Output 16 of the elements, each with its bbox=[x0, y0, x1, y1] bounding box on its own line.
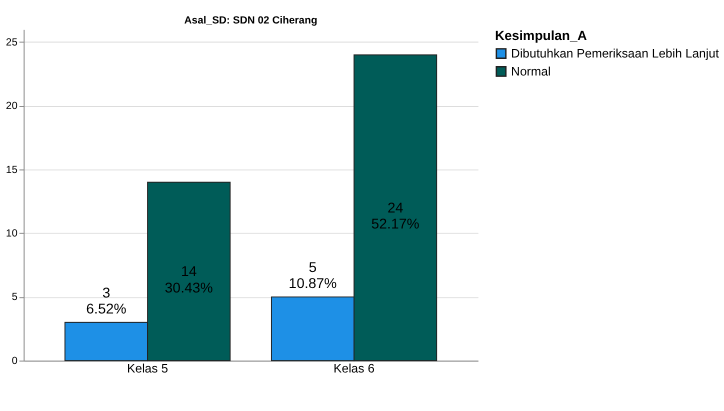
legend-label: Dibutuhkan Pemeriksaan Lebih Lanjut bbox=[511, 46, 720, 60]
y-tick-label: 25 bbox=[6, 37, 18, 48]
y-tick-label: 5 bbox=[12, 292, 18, 304]
y-tick-label: 10 bbox=[6, 228, 18, 240]
chart-title: Asal_SD: SDN 02 Ciherang bbox=[184, 16, 318, 27]
y-tick-label: 20 bbox=[6, 101, 18, 112]
legend-title: Kesimpulan_A bbox=[494, 28, 588, 43]
x-tick-label: Kelas 6 bbox=[334, 361, 375, 376]
y-tick-label: 15 bbox=[6, 164, 18, 176]
data-label: 5 10.87% bbox=[288, 260, 338, 292]
x-tick-label: Kelas 5 bbox=[127, 361, 168, 376]
y-tick-label: 0 bbox=[12, 356, 18, 367]
data-label: 14 30.43% bbox=[164, 264, 214, 296]
data-label: 3 6.52% bbox=[86, 285, 127, 318]
data-label: 24 52.17% bbox=[371, 200, 420, 233]
legend-label: Normal bbox=[511, 64, 551, 78]
